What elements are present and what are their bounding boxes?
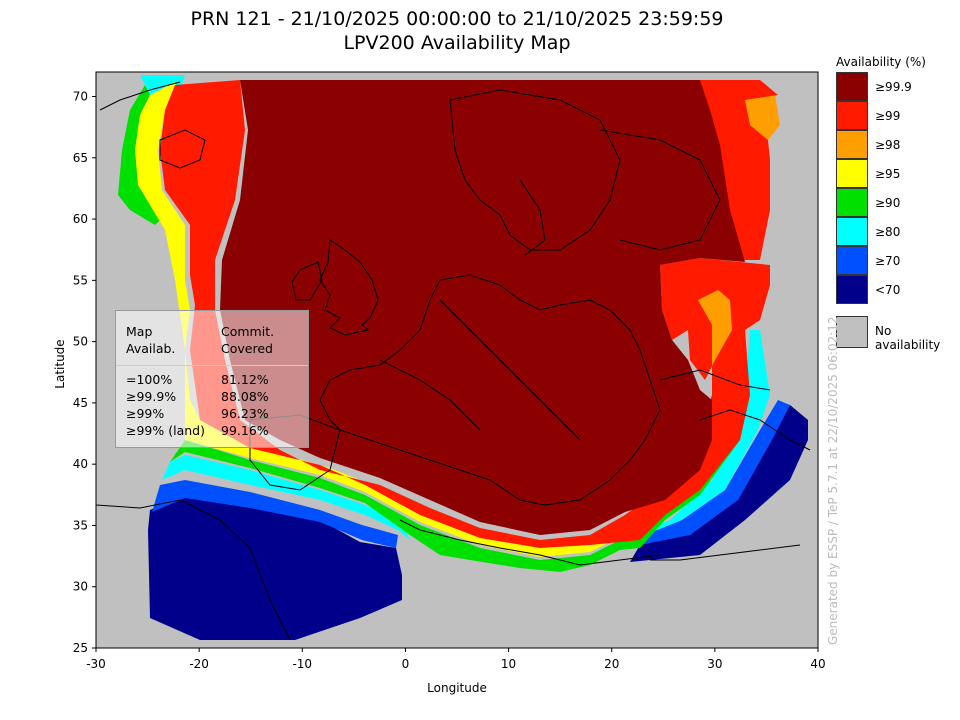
legend-label: ≥70 (875, 254, 901, 268)
band-70 (152, 480, 398, 548)
legend-label-no-availability: No availability (875, 324, 941, 352)
stats-row-covered: 81.12% (221, 372, 269, 387)
band-95-north (135, 82, 190, 350)
legend-swatch (836, 101, 868, 130)
stats-row-availability: ≥99.9% (126, 389, 177, 404)
coverage-stats-box: Map Availab. Commit. Covered =100% ≥99.9… (115, 310, 309, 448)
x-tick-label: 40 (810, 657, 825, 671)
y-tick-label: 65 (73, 151, 88, 165)
y-tick-label: 55 (73, 273, 88, 287)
legend-swatch (836, 217, 868, 246)
legend-label: ≥95 (875, 167, 901, 181)
legend-title: Availability (%) (836, 55, 926, 69)
stats-header-availab: Availab. (126, 341, 176, 356)
generator-credit: Generated by ESSP / TeP 5.7.1 at 22/10/2… (826, 316, 840, 645)
stats-row-availability: ≥99% (126, 406, 165, 421)
x-axis-label: Longitude (427, 681, 487, 695)
stats-covered-column: 81.12% 88.08% 96.23% 99.16% (221, 371, 269, 439)
band-99-north (700, 80, 778, 260)
x-tick-label: 0 (402, 657, 410, 671)
legend-swatch (836, 130, 868, 159)
legend-label: <70 (875, 283, 901, 297)
y-tick-label: 35 (73, 518, 88, 532)
stats-row-availability: =100% (126, 372, 173, 387)
band-90-north (118, 85, 160, 225)
band-99-east (660, 258, 770, 340)
y-axis-label: Latitude (53, 339, 67, 389)
x-tick-label: -10 (292, 657, 312, 671)
y-tick-label: 70 (73, 90, 88, 104)
stats-row-covered: 99.16% (221, 423, 269, 438)
coastlines (95, 81, 811, 641)
stats-header-covered: Covered (221, 341, 273, 356)
band-80-east (645, 330, 770, 535)
legend-label: ≥80 (875, 225, 901, 239)
legend-swatch (836, 275, 868, 304)
y-tick-label: 25 (73, 641, 88, 655)
plot-frame (95, 71, 819, 649)
legend-swatch (836, 72, 868, 101)
legend-label: ≥99 (875, 109, 901, 123)
x-tick-label: 20 (604, 657, 619, 671)
x-tick-label: -30 (86, 657, 106, 671)
legend-label: ≥90 (875, 196, 901, 210)
stats-header-left: Map Availab. (126, 323, 175, 357)
legend-label: ≥99.9 (875, 80, 912, 94)
band-99 (160, 80, 750, 548)
stats-availability-column: =100% ≥99.9% ≥99% ≥99% (land) (126, 371, 205, 439)
x-tick-label: 10 (501, 657, 516, 671)
y-tick-label: 50 (73, 335, 88, 349)
band-70-east (640, 400, 790, 545)
band-98-north (745, 95, 780, 140)
band-80 (162, 455, 410, 540)
y-tick-label: 40 (73, 457, 88, 471)
band-lt70 (148, 495, 402, 640)
stats-divider (116, 365, 308, 366)
legend-swatch (836, 159, 868, 188)
stats-header-map: Map (126, 324, 153, 339)
stats-row-availability: ≥99% (land) (126, 423, 205, 438)
legend-swatch-no-availability (836, 316, 868, 348)
legend-swatch (836, 188, 868, 217)
axis-ticks: -30 -20 -10 0 10 20 30 40 25 30 35 40 45 50 55 60 65 70 (73, 90, 826, 671)
stats-row-covered: 96.23% (221, 406, 269, 421)
x-tick-label: 30 (707, 657, 722, 671)
y-tick-label: 45 (73, 396, 88, 410)
y-tick-label: 60 (73, 212, 88, 226)
map-title: PRN 121 - 21/10/2025 00:00:00 to 21/10/2… (190, 8, 724, 30)
band-lt70-east (630, 405, 808, 562)
legend-swatch (836, 246, 868, 275)
x-tick-label: -20 (189, 657, 209, 671)
stats-header-right: Commit. Covered (221, 323, 274, 357)
map-subtitle: LPV200 Availability Map (343, 32, 571, 54)
legend-label: ≥98 (875, 138, 901, 152)
y-tick-label: 30 (73, 580, 88, 594)
stats-header-commit: Commit. (221, 324, 275, 339)
band-99-9 (220, 80, 745, 535)
stats-row-covered: 88.08% (221, 389, 269, 404)
